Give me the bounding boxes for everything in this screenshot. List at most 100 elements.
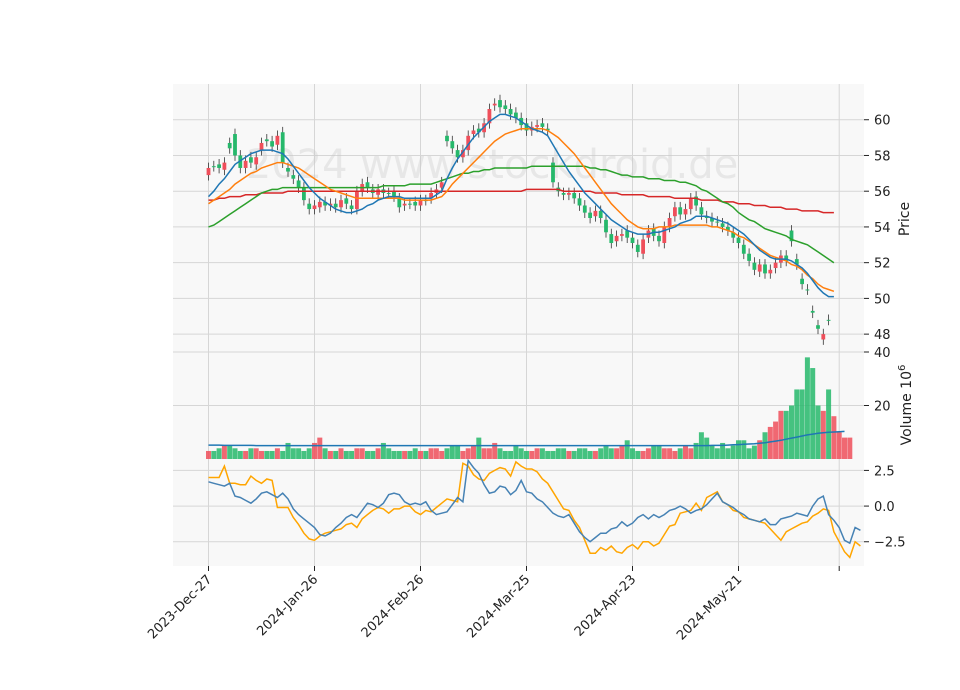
volume-bar	[831, 416, 837, 459]
y-tick-label: 0.0	[874, 500, 895, 515]
volume-bar	[794, 389, 800, 459]
volume-bar	[296, 448, 302, 459]
volume-bar	[206, 450, 211, 459]
y-tick-label: −2.5	[874, 536, 906, 551]
ema-fast-line	[207, 113, 834, 298]
candle-body	[678, 207, 683, 215]
volume-bar	[322, 448, 328, 459]
candle-body	[688, 198, 693, 210]
candle-body	[259, 142, 264, 151]
watermark: 2024 www.stockdroid.de	[246, 142, 739, 188]
candle-body	[307, 203, 312, 210]
volume-bar	[751, 445, 757, 459]
ema-mid-line	[208, 127, 835, 293]
volume-bar	[714, 448, 720, 459]
candle-body	[211, 166, 216, 168]
y-tick-label: 50	[874, 292, 891, 307]
volume-bar	[561, 448, 567, 459]
candle-body	[757, 264, 762, 272]
candle-body	[206, 167, 211, 176]
volume-bar	[587, 450, 593, 459]
volume-bar	[449, 445, 455, 459]
candle-body	[635, 244, 640, 252]
volume-bar	[810, 368, 816, 459]
volume-bar	[762, 432, 768, 459]
volume-bar	[486, 448, 492, 459]
volume-bar	[815, 405, 821, 459]
volume-bar	[492, 442, 498, 459]
volume-bar	[836, 432, 842, 459]
volume-bar	[778, 410, 784, 459]
candle-body	[604, 219, 608, 233]
candle-body	[768, 269, 773, 274]
candle-body	[217, 164, 221, 168]
x-tick-label: 2024-Jan-26	[254, 572, 321, 639]
oscillator-main-line	[208, 458, 861, 545]
candle-body	[264, 139, 269, 142]
volume-bar	[672, 450, 678, 459]
volume-bar	[301, 450, 307, 459]
candle-body	[402, 203, 407, 206]
candle-body	[455, 150, 460, 158]
price-panel	[206, 94, 835, 345]
volume-bar	[577, 448, 582, 459]
volume-bar	[741, 440, 747, 459]
volume-bar	[439, 450, 445, 459]
candle-body	[805, 289, 810, 291]
candle-body	[418, 200, 423, 206]
candle-body	[747, 253, 751, 261]
candle-body	[476, 128, 481, 133]
volume-bar	[693, 442, 699, 459]
candle-body	[577, 198, 582, 206]
volume-bar	[433, 448, 439, 459]
candle-body	[270, 141, 274, 147]
candle-body	[254, 157, 259, 165]
volume-bar	[365, 450, 370, 459]
candle-body	[821, 334, 826, 340]
volume-bar	[211, 450, 217, 459]
volume-panel	[206, 357, 853, 459]
volume-bar	[386, 448, 392, 459]
volume-bar	[630, 448, 635, 459]
candle-body	[317, 201, 322, 208]
candle-body	[667, 218, 672, 227]
volume-bar	[683, 445, 688, 459]
candle-body	[365, 182, 370, 188]
y-tick-label: 20	[874, 400, 891, 415]
y-tick-label: 54	[874, 221, 891, 236]
volume-bar	[338, 448, 344, 459]
candle-body	[291, 175, 296, 179]
y-tick-label: 40	[874, 346, 891, 361]
candle-body	[657, 235, 661, 242]
volume-bar	[539, 448, 545, 459]
candle-body	[630, 237, 635, 244]
candle-body	[588, 212, 592, 218]
volume-bar	[513, 445, 519, 459]
x-tick-label: 2024-Feb-26	[359, 572, 428, 641]
y-tick-label: 52	[874, 257, 891, 272]
candle-body	[466, 135, 471, 151]
volume-bar	[582, 448, 588, 459]
candle-body	[736, 237, 741, 244]
candle-body	[614, 235, 619, 242]
volume-bar	[396, 450, 402, 459]
volume-axis-label: Volume 106	[897, 365, 915, 446]
candle-body	[641, 239, 645, 254]
candle-body	[397, 198, 402, 208]
volume-bar	[624, 440, 630, 459]
volume-bar	[645, 448, 651, 459]
volume-bar	[608, 448, 614, 459]
x-tick-label: 2024-Apr-23	[572, 572, 639, 639]
volume-bar	[237, 450, 243, 459]
candle-body	[280, 132, 285, 163]
candle-body	[545, 128, 550, 131]
volume-bar	[471, 445, 476, 459]
volume-bar	[789, 405, 794, 459]
candle-body	[275, 135, 280, 145]
candle-body	[662, 226, 667, 244]
volume-bar	[757, 440, 763, 459]
volume-bar	[349, 450, 355, 459]
y-tick-label: 48	[874, 328, 891, 343]
candle-body	[349, 205, 354, 210]
